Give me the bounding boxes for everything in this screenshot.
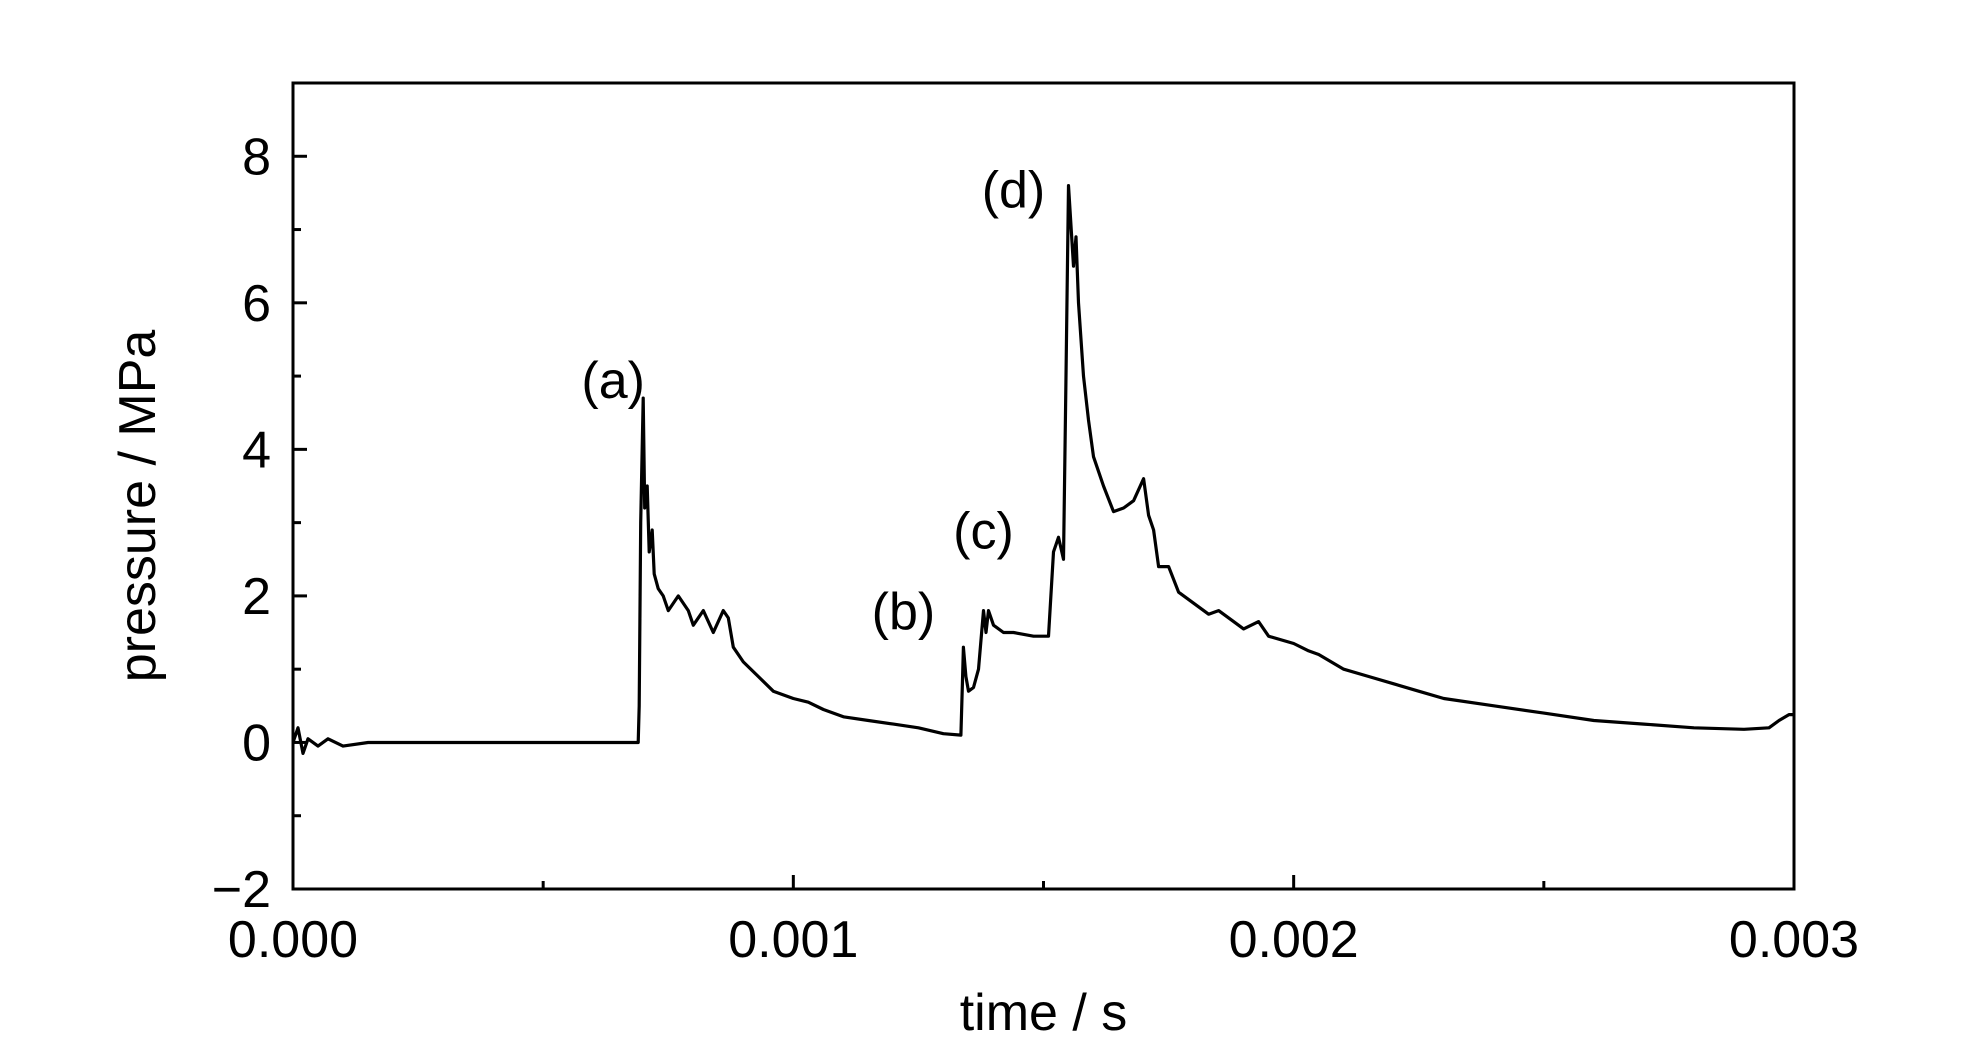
peak-label: (c): [953, 502, 1014, 560]
y-tick-label: −2: [212, 861, 271, 919]
x-tick-label: 0.003: [1729, 911, 1859, 969]
x-tick-label: 0.000: [228, 911, 358, 969]
axis-tick-labels: 0.000 0.001 0.002 0.003 −2 0 2 4 6 8: [212, 128, 1859, 969]
y-tick-label: 6: [242, 275, 271, 333]
peak-label: (b): [872, 583, 936, 641]
y-axis-title: pressure / MPa: [109, 330, 167, 683]
y-tick-label: 2: [242, 568, 271, 626]
peak-label: (a): [581, 352, 645, 410]
x-tick-label: 0.002: [1229, 911, 1359, 969]
y-tick-label: 4: [242, 421, 271, 479]
x-axis-title: time / s: [960, 984, 1128, 1042]
y-tick-label: 8: [242, 128, 271, 186]
axis-ticks: [291, 154, 1796, 891]
y-tick-label: 0: [242, 714, 271, 772]
x-tick-label: 0.001: [728, 911, 858, 969]
series-line-0: [291, 184, 1794, 756]
peak-label: (d): [982, 162, 1046, 220]
peak-annotations: (a) (b) (c) (d): [581, 162, 1045, 641]
